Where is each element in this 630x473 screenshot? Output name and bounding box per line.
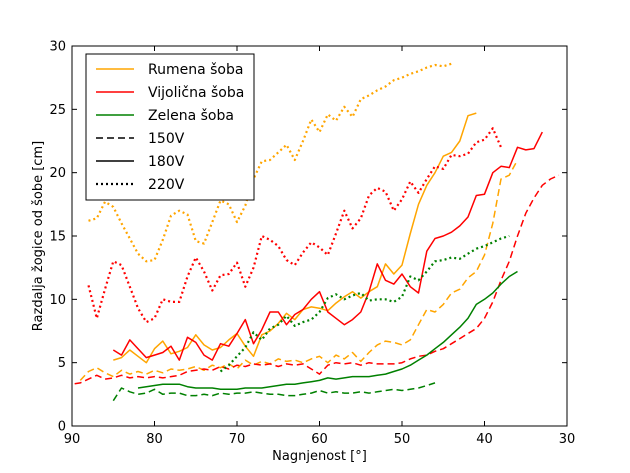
legend-label: Rumena šoba bbox=[148, 62, 243, 78]
legend-box bbox=[85, 53, 255, 201]
series-line-1 bbox=[79, 159, 519, 381]
legend-label: Vijolična šoba bbox=[148, 85, 244, 101]
x-tick-label: 50 bbox=[394, 432, 411, 447]
series-layer bbox=[72, 62, 560, 402]
y-tick-label: 30 bbox=[49, 40, 66, 55]
x-tick-label: 30 bbox=[559, 432, 576, 447]
series-line-8 bbox=[137, 270, 518, 391]
series-line-6 bbox=[87, 127, 503, 324]
x-tick-label: 60 bbox=[311, 432, 328, 447]
legend: Rumena šoba Vijolična šoba Zelena šoba 150V… bbox=[85, 53, 255, 201]
y-tick-label: 5 bbox=[58, 356, 66, 371]
series-line-5 bbox=[112, 131, 543, 361]
x-tick-label: 80 bbox=[146, 432, 163, 447]
axis-ticks: 90 80 70 60 50 40 30 0 5 10 15 20 25 30 bbox=[49, 40, 575, 448]
legend-label: Zelena šoba bbox=[148, 108, 234, 124]
y-tick-label: 10 bbox=[49, 293, 66, 308]
series-line-2 bbox=[113, 112, 477, 364]
x-tick-label: 40 bbox=[476, 432, 493, 447]
legend-label: 220V bbox=[148, 177, 185, 193]
x-tick-label: 90 bbox=[64, 432, 81, 447]
y-tick-label: 0 bbox=[58, 420, 66, 435]
y-tick-label: 20 bbox=[49, 166, 66, 181]
y-tick-label: 15 bbox=[49, 230, 66, 245]
series-line-4 bbox=[72, 174, 560, 385]
x-tick-label: 70 bbox=[229, 432, 246, 447]
legend-label: 150V bbox=[148, 131, 185, 147]
series-line-3 bbox=[88, 62, 452, 263]
y-axis-label: Razdalja žogice od šobe [cm] bbox=[31, 141, 46, 331]
y-tick-label: 25 bbox=[49, 103, 66, 118]
legend-label: 180V bbox=[148, 154, 185, 170]
x-axis-label: Nagnjenost [°] bbox=[272, 449, 367, 464]
series-line-7 bbox=[112, 382, 436, 402]
